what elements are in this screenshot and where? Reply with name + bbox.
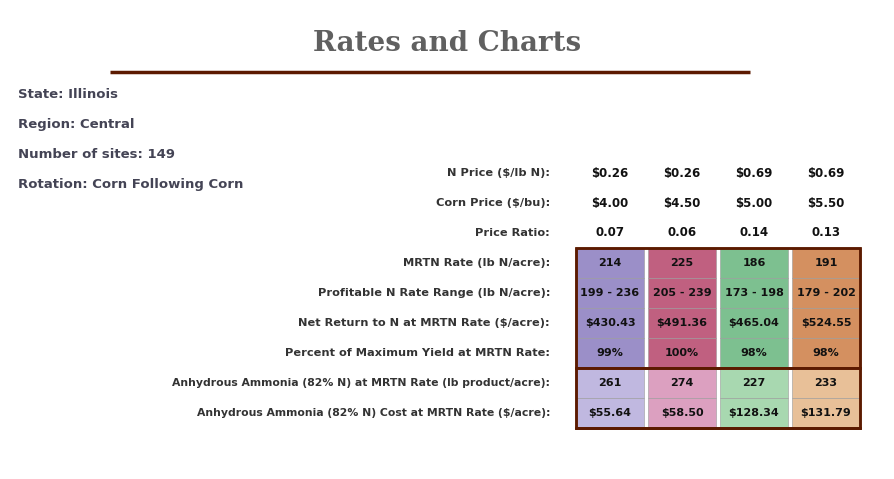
Text: 0.06: 0.06 — [668, 227, 696, 240]
Bar — [720, 338, 788, 368]
Text: 0.13: 0.13 — [812, 227, 840, 240]
Text: 186: 186 — [742, 258, 765, 268]
Text: State: Illinois: State: Illinois — [18, 88, 118, 101]
Bar — [792, 308, 860, 338]
Text: Anhydrous Ammonia (82% N) at MRTN Rate (lb product/acre):: Anhydrous Ammonia (82% N) at MRTN Rate (… — [172, 378, 550, 388]
Bar — [792, 278, 860, 308]
Text: $524.55: $524.55 — [801, 318, 851, 328]
Text: 225: 225 — [670, 258, 694, 268]
Bar — [792, 248, 860, 278]
Text: $128.34: $128.34 — [729, 408, 780, 418]
Text: $58.50: $58.50 — [661, 408, 704, 418]
Text: $55.64: $55.64 — [588, 408, 631, 418]
Text: Percent of Maximum Yield at MRTN Rate:: Percent of Maximum Yield at MRTN Rate: — [285, 348, 550, 358]
Bar — [576, 368, 860, 428]
Text: 99%: 99% — [596, 348, 623, 358]
Text: $491.36: $491.36 — [656, 318, 707, 328]
Bar — [648, 248, 716, 278]
Bar — [720, 368, 788, 398]
Text: $430.43: $430.43 — [585, 318, 636, 328]
Text: 0.07: 0.07 — [595, 227, 625, 240]
Text: 98%: 98% — [813, 348, 839, 358]
Text: Number of sites: 149: Number of sites: 149 — [18, 148, 175, 161]
Text: 98%: 98% — [740, 348, 767, 358]
Bar — [792, 368, 860, 398]
Bar — [648, 278, 716, 308]
Text: $5.50: $5.50 — [807, 196, 845, 209]
Text: 100%: 100% — [665, 348, 699, 358]
Text: 191: 191 — [814, 258, 838, 268]
Text: 233: 233 — [814, 378, 838, 388]
Bar — [576, 368, 644, 398]
Bar — [792, 398, 860, 428]
Bar — [648, 398, 716, 428]
Text: $0.26: $0.26 — [591, 167, 628, 180]
Bar — [576, 308, 644, 338]
Text: $5.00: $5.00 — [736, 196, 772, 209]
Bar — [648, 308, 716, 338]
Bar — [576, 248, 860, 368]
Text: 0.14: 0.14 — [739, 227, 769, 240]
Text: 179 - 202: 179 - 202 — [797, 288, 856, 298]
Text: N Price ($/lb N):: N Price ($/lb N): — [447, 168, 550, 178]
Text: MRTN Rate (lb N/acre):: MRTN Rate (lb N/acre): — [403, 258, 550, 268]
Text: Rotation: Corn Following Corn: Rotation: Corn Following Corn — [18, 178, 243, 191]
Text: $0.69: $0.69 — [807, 167, 845, 180]
Bar — [648, 338, 716, 368]
Bar — [576, 278, 644, 308]
Text: 261: 261 — [598, 378, 621, 388]
Bar — [792, 338, 860, 368]
Text: Corn Price ($/bu):: Corn Price ($/bu): — [435, 198, 550, 208]
Text: Anhydrous Ammonia (82% N) Cost at MRTN Rate ($/acre):: Anhydrous Ammonia (82% N) Cost at MRTN R… — [197, 408, 550, 418]
Text: Price Ratio:: Price Ratio: — [476, 228, 550, 238]
Text: Profitable N Rate Range (lb N/acre):: Profitable N Rate Range (lb N/acre): — [317, 288, 550, 298]
Text: Net Return to N at MRTN Rate ($/acre):: Net Return to N at MRTN Rate ($/acre): — [299, 318, 550, 328]
Text: 199 - 236: 199 - 236 — [580, 288, 639, 298]
Text: Rates and Charts: Rates and Charts — [313, 30, 581, 57]
Bar — [720, 398, 788, 428]
Bar — [576, 398, 644, 428]
Text: $0.26: $0.26 — [663, 167, 701, 180]
Text: $0.69: $0.69 — [735, 167, 772, 180]
Bar — [576, 338, 644, 368]
Text: $131.79: $131.79 — [801, 408, 851, 418]
Text: 173 - 198: 173 - 198 — [724, 288, 783, 298]
Bar — [648, 368, 716, 398]
Text: $465.04: $465.04 — [729, 318, 780, 328]
Bar — [720, 278, 788, 308]
Text: 227: 227 — [742, 378, 765, 388]
Text: 205 - 239: 205 - 239 — [653, 288, 712, 298]
Text: 214: 214 — [598, 258, 621, 268]
Text: $4.50: $4.50 — [663, 196, 701, 209]
Text: $4.00: $4.00 — [591, 196, 628, 209]
Bar — [576, 248, 860, 428]
Text: Region: Central: Region: Central — [18, 118, 134, 131]
Bar — [720, 248, 788, 278]
Bar — [720, 308, 788, 338]
Text: 274: 274 — [670, 378, 694, 388]
Bar — [576, 248, 644, 278]
